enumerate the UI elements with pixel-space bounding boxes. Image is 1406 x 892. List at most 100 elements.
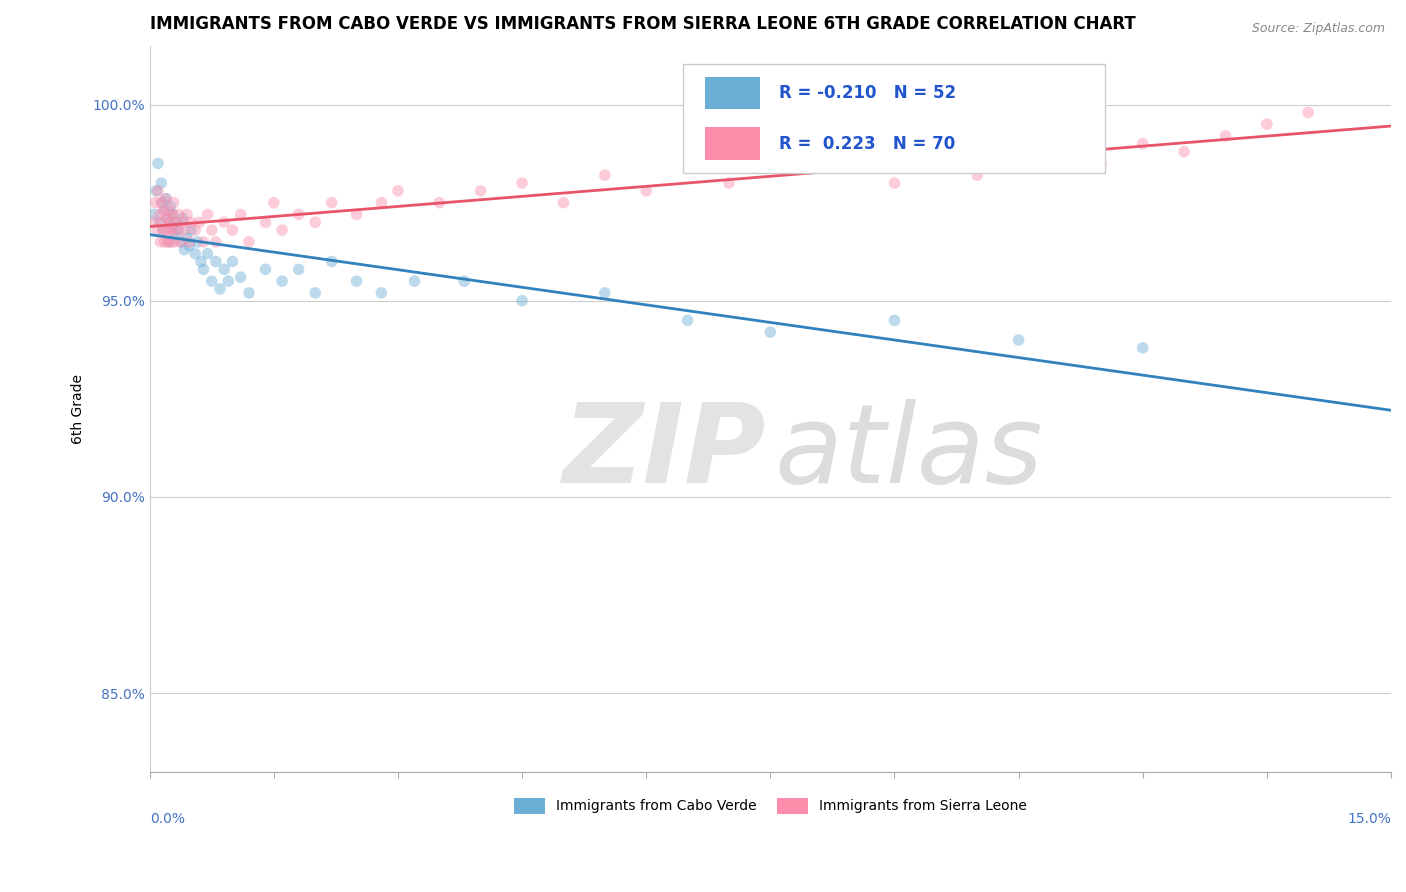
Point [145,195,167,210]
Point [1049,145,1071,159]
Text: 0.0%: 0.0% [149,812,184,826]
Point [163,235,186,249]
Point [593,168,616,182]
Point [1173,145,1195,159]
Point [1090,156,1112,170]
Point [238,235,260,249]
Point [193,262,215,277]
Point [676,313,699,327]
Point [142,207,165,221]
Point [197,207,219,221]
Point [159,215,181,229]
Text: Source: ZipAtlas.com: Source: ZipAtlas.com [1251,22,1385,36]
Point [160,235,183,249]
Point [153,203,176,218]
Point [142,215,165,229]
Point [163,195,186,210]
Point [173,223,195,237]
Point [153,235,176,249]
Point [172,211,194,226]
Point [966,168,988,182]
FancyBboxPatch shape [704,128,761,160]
FancyBboxPatch shape [683,64,1105,173]
Point [229,270,252,285]
Point [152,223,174,237]
Point [165,215,187,229]
Point [346,274,368,288]
Point [170,235,193,249]
Point [150,215,173,229]
Point [159,223,181,237]
Point [180,215,202,229]
Point [287,262,309,277]
Point [217,274,239,288]
Point [254,262,277,277]
Point [470,184,492,198]
Point [162,223,184,237]
Point [176,207,198,221]
Point [212,262,235,277]
FancyBboxPatch shape [704,77,761,109]
Point [925,156,948,170]
Point [271,223,294,237]
Point [883,176,905,190]
Point [187,235,209,249]
Point [1007,333,1029,347]
Point [221,223,243,237]
Point [160,219,183,234]
Point [370,285,392,300]
Text: ZIP: ZIP [564,399,766,506]
Point [1007,156,1029,170]
Point [179,239,201,253]
Point [172,215,194,229]
Point [156,211,179,226]
Point [1256,117,1278,131]
Point [201,274,224,288]
Point [150,176,173,190]
Point [146,156,169,170]
Point [346,207,368,221]
Point [271,274,294,288]
Point [883,313,905,327]
Point [149,207,172,221]
Point [304,215,326,229]
Point [167,223,190,237]
Point [1215,128,1237,143]
Point [145,184,167,198]
Point [1132,136,1154,151]
Point [759,325,782,339]
Text: R = -0.210   N = 52: R = -0.210 N = 52 [779,84,956,102]
Point [404,274,426,288]
Point [229,207,252,221]
Point [156,211,179,226]
Point [263,195,285,210]
Y-axis label: 6th Grade: 6th Grade [72,374,86,443]
Point [156,235,179,249]
Point [287,207,309,221]
Point [510,293,533,308]
Text: 15.0%: 15.0% [1347,812,1391,826]
Point [238,285,260,300]
Point [1296,105,1319,120]
Point [212,215,235,229]
Point [159,200,181,214]
Point [800,156,823,170]
Point [510,176,533,190]
Text: atlas: atlas [775,399,1043,506]
Point [201,223,224,237]
Point [208,282,231,296]
Point [205,235,228,249]
Point [188,215,211,229]
Point [197,246,219,260]
Point [193,235,215,249]
Text: R =  0.223   N = 70: R = 0.223 N = 70 [779,135,955,153]
Point [636,184,658,198]
Point [152,203,174,218]
Point [717,176,740,190]
Point [370,195,392,210]
Point [163,227,186,241]
Point [167,207,190,221]
Point [152,223,174,237]
Point [146,223,169,237]
Point [180,223,202,237]
